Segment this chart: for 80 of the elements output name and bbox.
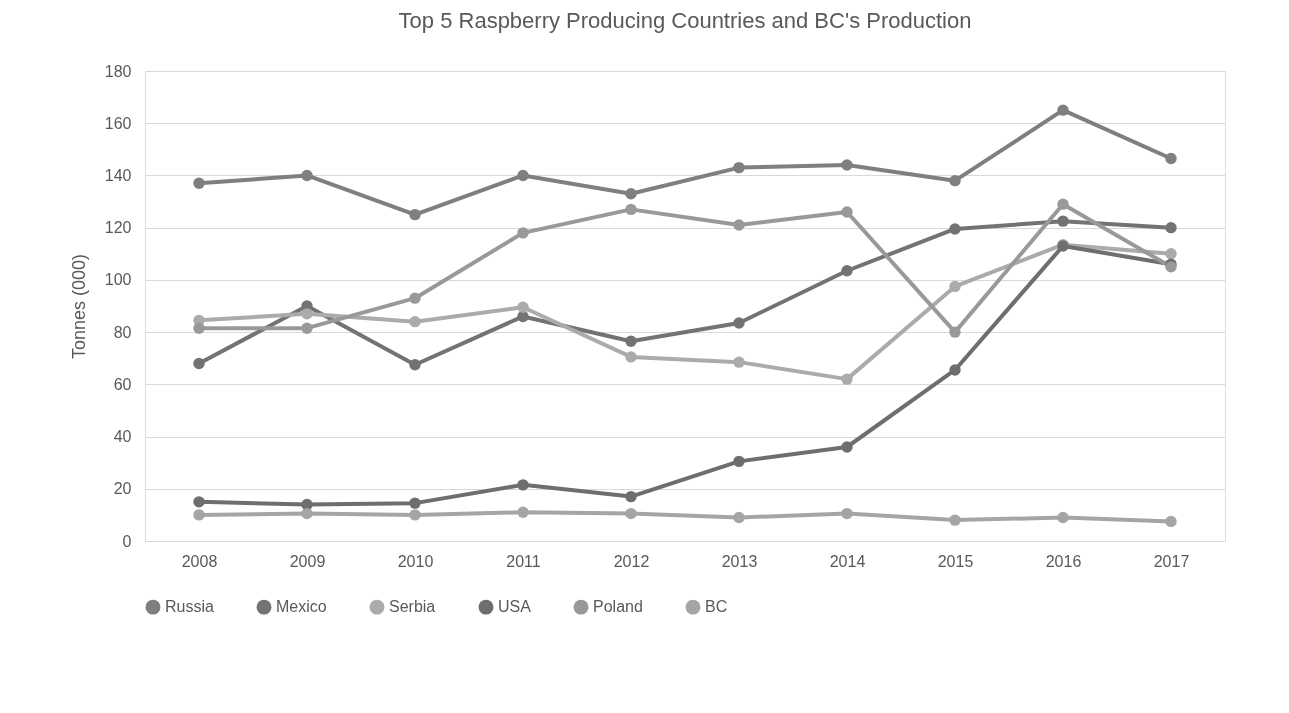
x-tick-label: 2014 bbox=[829, 552, 866, 570]
point bbox=[409, 292, 421, 304]
y-tick-label: 60 bbox=[113, 375, 132, 393]
point bbox=[1057, 104, 1069, 116]
legend-label: Serbia bbox=[389, 598, 436, 616]
point bbox=[409, 497, 421, 509]
point bbox=[841, 507, 853, 520]
point bbox=[949, 174, 961, 187]
x-tick-label: 2013 bbox=[721, 552, 758, 570]
y-tick-label: 180 bbox=[104, 62, 132, 80]
y-axis-title: Tonnes (000) bbox=[68, 253, 89, 360]
point bbox=[301, 308, 313, 320]
point bbox=[733, 317, 745, 329]
point bbox=[409, 509, 421, 521]
y-tick-label: 120 bbox=[104, 219, 132, 237]
point bbox=[949, 514, 961, 526]
point bbox=[625, 351, 637, 363]
legend-label: Poland bbox=[593, 598, 643, 616]
point bbox=[949, 364, 961, 376]
point bbox=[841, 159, 853, 171]
point bbox=[517, 506, 529, 518]
point bbox=[625, 188, 637, 200]
point bbox=[733, 161, 745, 174]
point bbox=[409, 359, 421, 371]
x-tick-label: 2009 bbox=[289, 552, 326, 570]
y-tick-label: 100 bbox=[104, 271, 132, 289]
point bbox=[1165, 515, 1177, 528]
x-tick-label: 2011 bbox=[506, 552, 541, 570]
y-tick-label: 0 bbox=[122, 532, 132, 550]
point bbox=[193, 509, 205, 521]
x-tick-label: 2008 bbox=[181, 552, 218, 570]
y-tick-label: 40 bbox=[113, 428, 132, 446]
point bbox=[625, 507, 637, 520]
y-tick-label: 160 bbox=[104, 114, 132, 132]
legend-label: Mexico bbox=[276, 598, 327, 616]
point bbox=[733, 455, 745, 468]
legend-label: USA bbox=[498, 598, 532, 616]
x-tick-label: 2016 bbox=[1045, 552, 1082, 570]
x-tick-label: 2010 bbox=[397, 552, 434, 570]
chart-title: Top 5 Raspberry Producing Countries and BC's Production bbox=[398, 8, 972, 33]
x-tick-label: 2015 bbox=[937, 552, 974, 570]
point bbox=[301, 507, 313, 520]
point bbox=[193, 357, 205, 370]
point bbox=[949, 326, 961, 338]
point bbox=[301, 169, 313, 182]
point bbox=[193, 177, 205, 189]
y-tick-label: 80 bbox=[113, 323, 132, 341]
point bbox=[1057, 511, 1069, 524]
point bbox=[517, 227, 529, 239]
x-tick-label: 2012 bbox=[613, 552, 650, 570]
point bbox=[193, 496, 205, 508]
point bbox=[625, 335, 637, 347]
legend-label: Russia bbox=[165, 598, 215, 616]
y-tick-label: 140 bbox=[104, 166, 132, 184]
y-tick-label: 20 bbox=[113, 480, 132, 498]
point bbox=[841, 373, 853, 385]
point bbox=[625, 490, 637, 503]
point bbox=[193, 322, 205, 334]
point bbox=[517, 169, 529, 182]
point bbox=[517, 301, 529, 313]
point bbox=[1057, 198, 1069, 210]
point bbox=[733, 219, 745, 231]
point bbox=[841, 206, 853, 218]
point bbox=[841, 265, 853, 277]
legend-label: BC bbox=[705, 598, 728, 616]
point bbox=[301, 322, 313, 334]
point bbox=[1165, 152, 1177, 165]
point bbox=[1165, 221, 1177, 234]
point bbox=[949, 280, 961, 293]
point bbox=[949, 223, 961, 235]
x-tick-label: 2017 bbox=[1153, 552, 1190, 570]
point bbox=[409, 208, 421, 221]
point bbox=[517, 479, 529, 491]
point bbox=[733, 511, 745, 524]
point bbox=[1057, 215, 1069, 227]
point bbox=[625, 203, 637, 216]
point bbox=[733, 356, 745, 368]
point bbox=[1165, 248, 1177, 260]
point bbox=[841, 441, 853, 453]
point bbox=[409, 315, 421, 328]
